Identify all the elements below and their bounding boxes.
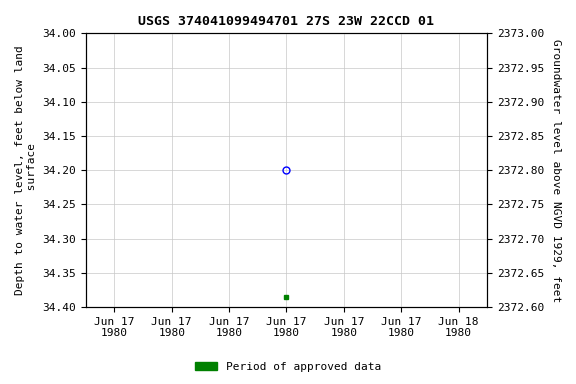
Y-axis label: Depth to water level, feet below land
 surface: Depth to water level, feet below land su… <box>15 45 37 295</box>
Title: USGS 374041099494701 27S 23W 22CCD 01: USGS 374041099494701 27S 23W 22CCD 01 <box>138 15 434 28</box>
Legend: Period of approved data: Period of approved data <box>191 358 385 377</box>
Y-axis label: Groundwater level above NGVD 1929, feet: Groundwater level above NGVD 1929, feet <box>551 38 561 302</box>
